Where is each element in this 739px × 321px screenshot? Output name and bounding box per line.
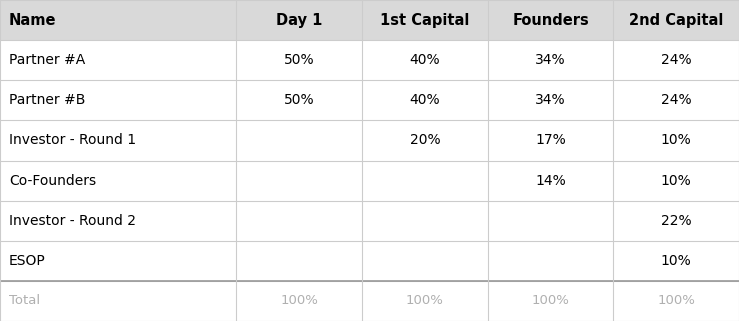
Text: 100%: 100% [406,294,444,308]
Text: 40%: 40% [409,93,440,107]
Text: 34%: 34% [535,93,566,107]
Text: 20%: 20% [409,134,440,147]
Text: 17%: 17% [535,134,566,147]
FancyBboxPatch shape [0,0,739,40]
Text: Partner #B: Partner #B [9,93,85,107]
Text: Day 1: Day 1 [276,13,322,28]
Text: 24%: 24% [661,93,692,107]
Text: 22%: 22% [661,214,692,228]
Text: Investor - Round 1: Investor - Round 1 [9,134,136,147]
Text: Name: Name [9,13,56,28]
Text: 100%: 100% [280,294,319,308]
Text: 24%: 24% [661,53,692,67]
Text: 100%: 100% [657,294,695,308]
Text: 1st Capital: 1st Capital [381,13,469,28]
Text: 10%: 10% [661,134,692,147]
Text: 50%: 50% [284,53,315,67]
Text: 10%: 10% [661,174,692,187]
Text: Founders: Founders [512,13,589,28]
Text: 10%: 10% [661,254,692,268]
Text: ESOP: ESOP [9,254,46,268]
Text: 2nd Capital: 2nd Capital [629,13,723,28]
Text: 100%: 100% [531,294,570,308]
Text: 34%: 34% [535,53,566,67]
Text: Co-Founders: Co-Founders [9,174,96,187]
Text: Total: Total [9,294,40,308]
Text: 40%: 40% [409,53,440,67]
Text: Investor - Round 2: Investor - Round 2 [9,214,136,228]
Text: 14%: 14% [535,174,566,187]
Text: Partner #A: Partner #A [9,53,85,67]
Text: 50%: 50% [284,93,315,107]
